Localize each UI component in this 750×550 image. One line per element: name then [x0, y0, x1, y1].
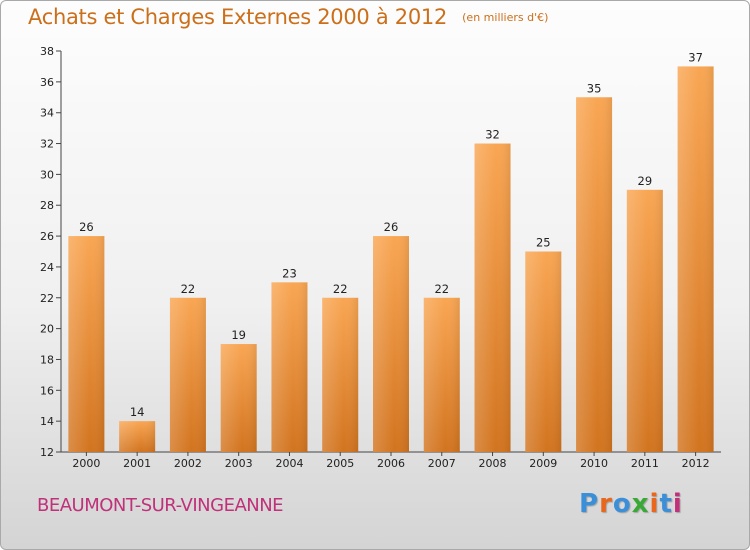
x-tick-label: 2007	[428, 457, 456, 470]
bar-shade	[322, 297, 359, 452]
x-tick-label: 2012	[682, 457, 710, 470]
data-label: 35	[587, 81, 602, 95]
bar-shade	[677, 66, 714, 452]
bar-shade	[68, 236, 105, 452]
y-tick-label: 22	[40, 292, 54, 305]
title-row: Achats et Charges Externes 2000 à 2012 (…	[28, 5, 548, 29]
chart-title: Achats et Charges Externes 2000 à 2012	[28, 5, 448, 29]
y-tick-label: 28	[40, 199, 54, 212]
data-label: 14	[130, 405, 145, 419]
y-tick-label: 20	[40, 323, 54, 336]
x-tick-label: 2005	[326, 457, 354, 470]
y-axis: 12 14 16 18 20 22 24 26 28 30 32 34 36 38	[40, 45, 62, 459]
data-label: 22	[181, 282, 196, 296]
x-tick-label: 2010	[580, 457, 608, 470]
bar-shade	[169, 297, 206, 452]
bar-shade	[525, 251, 562, 452]
data-label: 32	[485, 128, 500, 142]
logo-letter: t	[659, 489, 673, 519]
logo-letter: i	[672, 489, 683, 519]
x-tick-label: 2002	[174, 457, 202, 470]
x-axis: 2000 2001 2002 2003 2004 2005 2006 2007 2008 2009…	[61, 451, 721, 470]
bar-shade	[220, 344, 257, 452]
bar-shade	[423, 297, 460, 452]
y-tick-label: 24	[40, 261, 54, 274]
data-label: 22	[434, 282, 449, 296]
bar-shade	[119, 421, 156, 452]
x-tick-label: 2003	[225, 457, 253, 470]
x-tick-label: 2008	[479, 457, 507, 470]
data-label: 23	[282, 266, 297, 280]
logo-letter: o	[612, 489, 632, 519]
logo-letter: P	[579, 489, 600, 519]
y-tick-label: 14	[40, 415, 54, 428]
y-tick-label: 32	[40, 138, 54, 151]
data-label: 19	[231, 328, 246, 342]
data-label: 29	[638, 174, 653, 188]
bars: 26 14 22 19 23 22 26 22 32 25 35 29 37	[68, 50, 714, 453]
bar-shade	[576, 97, 613, 453]
data-label: 26	[79, 220, 94, 234]
logo-letter: x	[631, 489, 650, 519]
logo-letter: r	[599, 489, 613, 519]
x-tick-label: 2006	[377, 457, 405, 470]
x-tick-label: 2004	[275, 457, 303, 470]
y-tick-label: 12	[40, 446, 54, 459]
bar-shade	[373, 236, 409, 452]
data-label: 37	[688, 50, 703, 64]
y-tick-label: 30	[40, 168, 54, 181]
proxiti-logo: Proxiti	[579, 489, 683, 519]
x-tick-label: 2011	[631, 457, 659, 470]
data-label: 26	[384, 220, 399, 234]
data-label: 22	[333, 282, 348, 296]
bar-shade	[626, 189, 663, 453]
chart-subtitle: (en milliers d'€)	[462, 11, 549, 24]
x-tick-label: 2000	[72, 457, 100, 470]
place-name: BEAUMONT-SUR-VINGEANNE	[37, 495, 284, 516]
x-tick-label: 2009	[529, 457, 557, 470]
y-tick-label: 26	[40, 230, 54, 243]
x-tick-label: 2001	[123, 457, 151, 470]
y-tick-label: 18	[40, 353, 54, 366]
logo-letter: i	[649, 489, 660, 519]
y-tick-label: 36	[40, 76, 54, 89]
y-tick-label: 34	[40, 107, 54, 120]
data-label: 25	[536, 236, 551, 250]
y-tick-label: 16	[40, 384, 54, 397]
y-tick-label: 38	[40, 45, 54, 58]
bar-shade	[474, 143, 511, 453]
bar-shade	[271, 282, 308, 452]
